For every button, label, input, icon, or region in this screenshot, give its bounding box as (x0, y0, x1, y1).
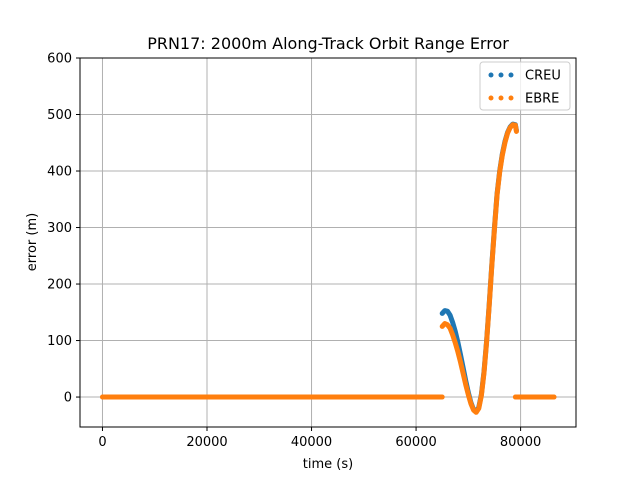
legend-marker-creu (488, 72, 494, 78)
legend-marker-ebre (488, 95, 494, 101)
chart-title: PRN17: 2000m Along-Track Orbit Range Err… (147, 34, 509, 53)
y-tick-label: 400 (47, 165, 72, 180)
x-tick-label: 20000 (186, 435, 227, 450)
legend-label-ebre: EBRE (525, 92, 559, 107)
y-tick-label: 0 (64, 391, 72, 406)
plot-frame (79, 57, 577, 428)
y-tick-label: 200 (47, 278, 72, 293)
y-tick-label: 600 (47, 52, 72, 67)
x-tick-label: 60000 (395, 435, 436, 450)
x-tick-label: 40000 (291, 435, 332, 450)
legend-label-creu: CREU (525, 69, 561, 84)
series-creu-points (439, 121, 519, 415)
y-tick-label: 100 (47, 334, 72, 349)
legend-marker-creu (508, 72, 514, 78)
y-tick-label: 300 (47, 221, 72, 236)
y-tick-label: 500 (47, 108, 72, 123)
legend: CREU EBRE (479, 61, 571, 111)
grid (80, 57, 576, 427)
x-tick-label: 80000 (500, 435, 541, 450)
x-tick-label: 0 (98, 435, 106, 450)
series-creu (439, 121, 519, 415)
ticks: 0 20000 40000 60000 80000 0 100 200 300 400 500 600 (47, 52, 541, 451)
legend-marker-ebre (498, 95, 504, 101)
legend-marker-creu (498, 72, 504, 78)
series-ebre (99, 122, 557, 415)
x-axis-label: time (s) (303, 457, 353, 472)
legend-marker-ebre (508, 95, 514, 101)
y-axis-label: error (m) (25, 213, 40, 271)
series-ebre-points (439, 122, 519, 415)
series-layer (99, 121, 557, 415)
